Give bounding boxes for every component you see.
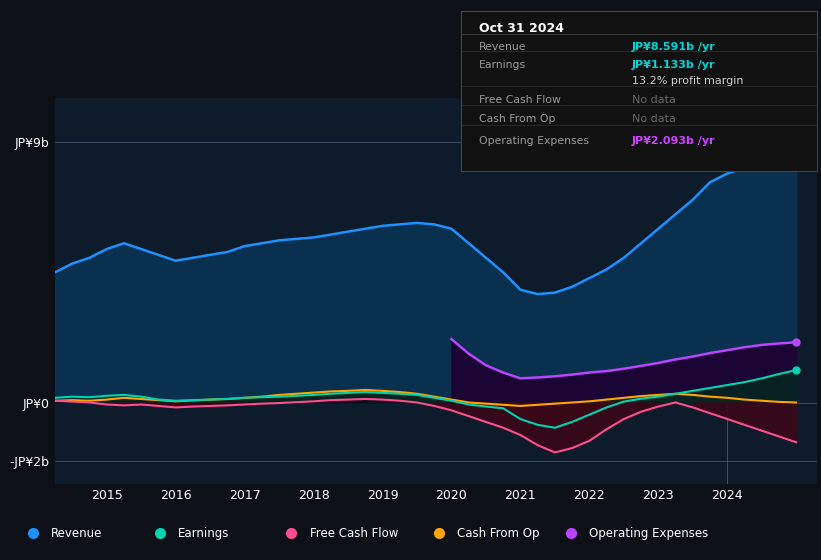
- Text: Oct 31 2024: Oct 31 2024: [479, 22, 564, 35]
- Text: Free Cash Flow: Free Cash Flow: [479, 95, 561, 105]
- Text: JP¥2.093b /yr: JP¥2.093b /yr: [632, 137, 716, 147]
- Text: Revenue: Revenue: [51, 527, 103, 540]
- Text: No data: No data: [632, 114, 676, 124]
- Text: JP¥8.591b /yr: JP¥8.591b /yr: [632, 43, 716, 52]
- Text: Operating Expenses: Operating Expenses: [479, 137, 589, 147]
- Text: Earnings: Earnings: [479, 60, 526, 70]
- Text: Earnings: Earnings: [178, 527, 230, 540]
- Text: Revenue: Revenue: [479, 43, 527, 52]
- Text: Free Cash Flow: Free Cash Flow: [310, 527, 398, 540]
- Text: Cash From Op: Cash From Op: [479, 114, 556, 124]
- Text: JP¥1.133b /yr: JP¥1.133b /yr: [632, 60, 716, 70]
- Text: No data: No data: [632, 95, 676, 105]
- Text: Operating Expenses: Operating Expenses: [589, 527, 708, 540]
- Text: Cash From Op: Cash From Op: [457, 527, 539, 540]
- Text: 13.2% profit margin: 13.2% profit margin: [632, 76, 744, 86]
